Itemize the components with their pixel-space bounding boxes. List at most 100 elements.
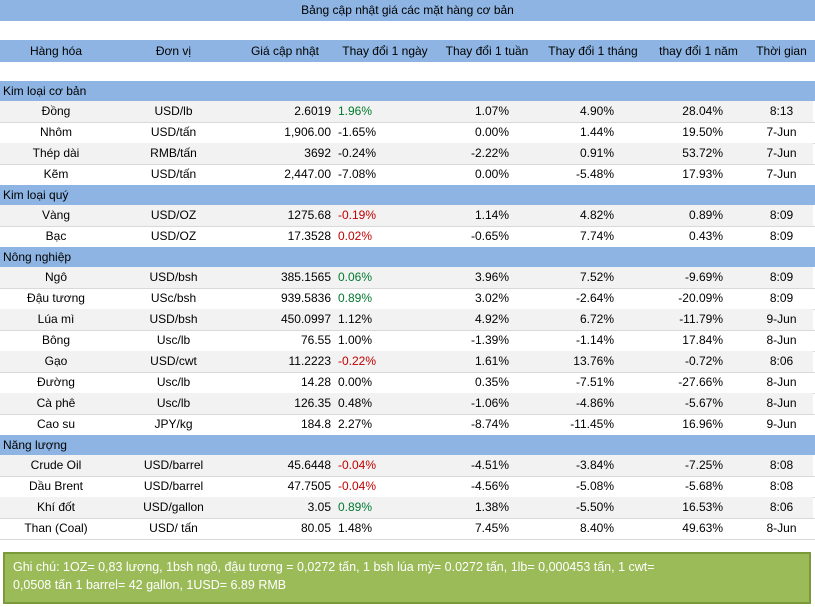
header-change-day: Thay đổi 1 ngày <box>342 44 428 58</box>
unit: USD/barrel <box>112 455 235 476</box>
change-week: 0.00% <box>474 125 509 139</box>
header-price: Giá cập nhật <box>250 44 320 58</box>
price: 126.35 <box>235 393 335 414</box>
header-change-week: Thay đổi 1 tuần <box>445 44 529 58</box>
change-week: -4.51% <box>435 455 539 476</box>
commodity-name: Ngô <box>0 267 112 288</box>
change-week: 0.00% <box>474 167 509 181</box>
row-divider <box>0 330 815 331</box>
unit: USD/OZ <box>150 229 197 243</box>
change-day: 2.27% <box>338 417 373 431</box>
change-year: 53.72% <box>647 143 750 164</box>
footnote: Ghi chú: 1OZ= 0,83 lượng, 1bsh ngô, đậu … <box>3 552 811 604</box>
change-year: 16.96% <box>682 417 723 431</box>
change-week: -2.22% <box>435 143 539 164</box>
table-row: Đường Usc/lb 14.28 0.00% 0.35% -7.51% -27.66% 8… <box>0 372 815 393</box>
table-row: Bông Usc/lb 76.55 1.00% -1.39% -1.14% 17.84% 8-… <box>0 330 815 351</box>
table-row: Ngô USD/bsh 385.1565 0.06% 3.96% 7.52% -9.69% 8… <box>0 267 815 288</box>
section-header: Năng lượng <box>0 435 815 455</box>
change-week: 1.61% <box>435 351 539 372</box>
change-day: 0.89% <box>335 497 435 518</box>
update-time: 8:09 <box>750 267 813 288</box>
table-row: Lúa mì USD/bsh 450.0997 1.12% 4.92% 6.72% -11.… <box>0 309 815 330</box>
price: 76.55 <box>300 333 331 347</box>
row-divider <box>0 476 815 477</box>
change-year: 19.50% <box>682 125 723 139</box>
change-day: -0.24% <box>335 143 435 164</box>
update-time: 8-Jun <box>766 521 797 535</box>
change-month: 6.72% <box>539 309 647 330</box>
change-week: -0.65% <box>470 229 509 243</box>
change-year: -0.72% <box>647 351 750 372</box>
section-header: Kim loại cơ bản <box>0 81 815 101</box>
table-row: Nhôm USD/tấn 1,906.00 -1.65% 0.00% 1.44% 19.50… <box>0 122 815 143</box>
unit: USD/ tấn <box>149 521 198 535</box>
header-change-year: thay đổi 1 năm <box>659 44 738 58</box>
change-year: -9.69% <box>647 267 750 288</box>
unit: USD/lb <box>112 101 235 122</box>
change-month: 13.76% <box>539 351 647 372</box>
change-week: 1.38% <box>435 497 539 518</box>
table-row: Cà phê Usc/lb 126.35 0.48% -1.06% -4.86% -5.67… <box>0 393 815 414</box>
price: 2.6019 <box>235 101 335 122</box>
unit: USD/barrel <box>143 479 204 493</box>
change-week: 1.07% <box>435 101 539 122</box>
commodity-name: Kẽm <box>43 167 69 181</box>
commodity-name: Nhôm <box>39 125 72 139</box>
commodity-name: Đậu tương <box>27 291 85 305</box>
update-time: 9-Jun <box>750 309 813 330</box>
update-time: 7-Jun <box>766 125 797 139</box>
update-time: 9-Jun <box>766 417 797 431</box>
change-week: -1.06% <box>435 393 539 414</box>
blank-row <box>0 21 815 40</box>
commodity-name: Thép dài <box>0 143 112 164</box>
change-day: 0.00% <box>338 375 373 389</box>
commodity-name: Than (Coal) <box>24 521 88 535</box>
commodity-name: Bạc <box>45 229 67 243</box>
change-month: 0.91% <box>539 143 647 164</box>
unit: USD/bsh <box>112 267 235 288</box>
change-day: -1.65% <box>338 125 377 139</box>
price: 3.05 <box>235 497 335 518</box>
change-month: 7.74% <box>579 229 614 243</box>
section-header: Nông nghiệp <box>0 247 815 267</box>
change-week: 0.35% <box>474 375 509 389</box>
change-day: 0.06% <box>335 267 435 288</box>
commodity-name: Bông <box>41 333 71 347</box>
commodity-name: Gạo <box>0 351 112 372</box>
update-time: 8:09 <box>769 291 794 305</box>
commodity-name: Lúa mì <box>0 309 112 330</box>
change-year: 0.43% <box>688 229 723 243</box>
change-week: -8.74% <box>470 417 509 431</box>
commodity-name: Vàng <box>0 205 112 226</box>
update-time: 8:13 <box>750 101 813 122</box>
commodity-name: Cà phê <box>0 393 112 414</box>
update-time: 8:09 <box>769 229 794 243</box>
unit: Usc/lb <box>156 333 191 347</box>
price: 47.7505 <box>287 479 331 493</box>
change-year: -7.25% <box>647 455 750 476</box>
blank-row <box>0 62 815 81</box>
header-unit: Đơn vị <box>155 44 192 58</box>
unit: USD/bsh <box>112 309 235 330</box>
table-row: Cao su JPY/kg 184.8 2.27% -8.74% -11.45% 16.96… <box>0 414 815 435</box>
price: 1,906.00 <box>284 125 331 139</box>
change-month: -1.14% <box>575 333 614 347</box>
change-week: 3.02% <box>474 291 509 305</box>
change-month: 1.44% <box>579 125 614 139</box>
change-month: -7.51% <box>575 375 614 389</box>
price: 1275.68 <box>235 205 335 226</box>
table-header: Hàng hóa Đơn vị Giá cập nhật Thay đổi 1 … <box>0 40 815 62</box>
change-week: 4.92% <box>435 309 539 330</box>
unit: USD/tấn <box>150 167 197 181</box>
update-time: 8-Jun <box>766 333 797 347</box>
unit: USD/cwt <box>112 351 235 372</box>
change-year: 17.84% <box>682 333 723 347</box>
change-day: -0.19% <box>335 205 435 226</box>
change-month: 4.82% <box>539 205 647 226</box>
change-year: 16.53% <box>647 497 750 518</box>
update-time: 7-Jun <box>766 167 797 181</box>
change-day: -0.04% <box>338 479 377 493</box>
row-divider <box>0 122 815 123</box>
footnote-line-1: Ghi chú: 1OZ= 0,83 lượng, 1bsh ngô, đậu … <box>13 560 655 574</box>
